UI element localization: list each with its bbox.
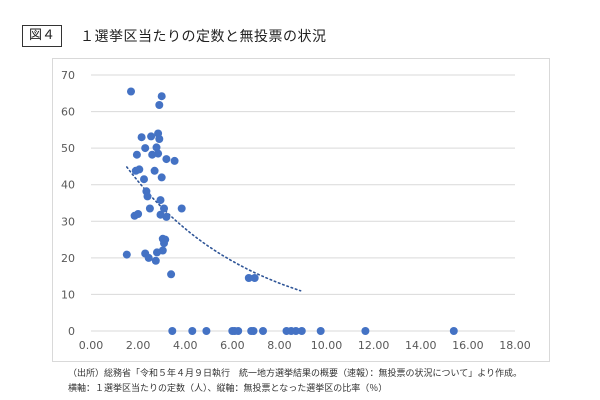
data-point [122,250,131,259]
data-point [127,87,135,96]
data-point [143,192,152,201]
x-tick-label: 4.00 [173,339,198,352]
x-tick-label: 2.00 [126,339,151,352]
data-point [161,235,170,244]
data-point [157,173,166,182]
data-point [167,270,176,279]
x-tick-label: 14.00 [405,339,437,352]
data-point [449,327,458,335]
chart-area: 0 10 20 30 40 50 60 70 0.00 2.00 4.00 6.00 8.00 10.0… [52,58,550,362]
gridlines [91,74,515,332]
trendline [126,166,302,292]
data-point [147,132,156,141]
data-point [132,150,141,159]
data-point [162,155,171,164]
data-point [259,327,267,335]
data-point [135,165,144,174]
data-point [249,327,258,335]
figure-number: 図４ [22,25,63,47]
data-point [250,274,259,282]
y-tick-label: 30 [61,215,75,228]
scatter-chart: 0 10 20 30 40 50 60 70 0.00 2.00 4.00 6.00 8.00 10.0… [61,69,531,352]
x-tick-label: 18.00 [499,339,531,352]
data-point [297,327,306,335]
data-point [160,204,168,213]
data-point [140,175,148,184]
y-tick-label: 0 [68,325,75,338]
x-tick-label: 10.00 [311,339,343,352]
data-point [141,144,150,153]
data-points [122,87,458,335]
data-point [188,327,197,335]
figure-title: １選挙区当たりの定数と無投票の状況 [80,29,327,45]
x-tick-label: 8.00 [267,339,292,352]
data-point [155,135,164,143]
data-point [145,204,154,213]
data-point [177,204,186,213]
data-point [291,327,300,335]
figure-header: 図４ １選挙区当たりの定数と無投票の状況 [22,24,327,48]
data-point [162,212,171,221]
data-point [148,150,157,159]
data-point [137,133,146,142]
data-point [144,253,153,262]
data-point [158,246,167,255]
y-tick-label: 20 [61,252,75,265]
data-point [150,166,159,175]
x-tick-label: 16.00 [452,339,484,352]
data-point [155,101,164,109]
data-point [151,256,160,265]
data-point [244,274,253,282]
x-axis-ticks: 0.00 2.00 4.00 6.00 8.00 10.00 12.00 14.00 16.00… [79,339,531,352]
y-tick-label: 70 [61,69,75,82]
data-point [202,327,211,335]
data-point [157,92,166,101]
data-point [156,196,165,205]
y-tick-label: 50 [61,142,75,155]
source-note: （出所）総務省「令和５年４月９日執行 統一地方選挙結果の概要（速報）：無投票の状… [68,369,523,379]
axes-note: 横軸：１選挙区当たりの定数（人）、縦軸：無投票となった選挙区の比率（％） [68,384,388,394]
trendline-layer [126,166,302,292]
data-point [168,327,177,335]
y-axis-ticks: 0 10 20 30 40 50 60 70 [61,69,75,338]
data-point [152,143,161,152]
y-tick-label: 60 [61,106,75,119]
data-point [234,327,243,335]
data-point [170,156,179,165]
data-point [361,327,370,335]
data-point [154,149,163,158]
x-tick-label: 12.00 [358,339,390,352]
data-point [316,327,325,335]
y-tick-label: 10 [61,288,75,301]
y-tick-label: 40 [61,179,75,192]
x-tick-label: 6.00 [220,339,245,352]
x-tick-label: 0.00 [79,339,104,352]
data-point [134,210,143,218]
